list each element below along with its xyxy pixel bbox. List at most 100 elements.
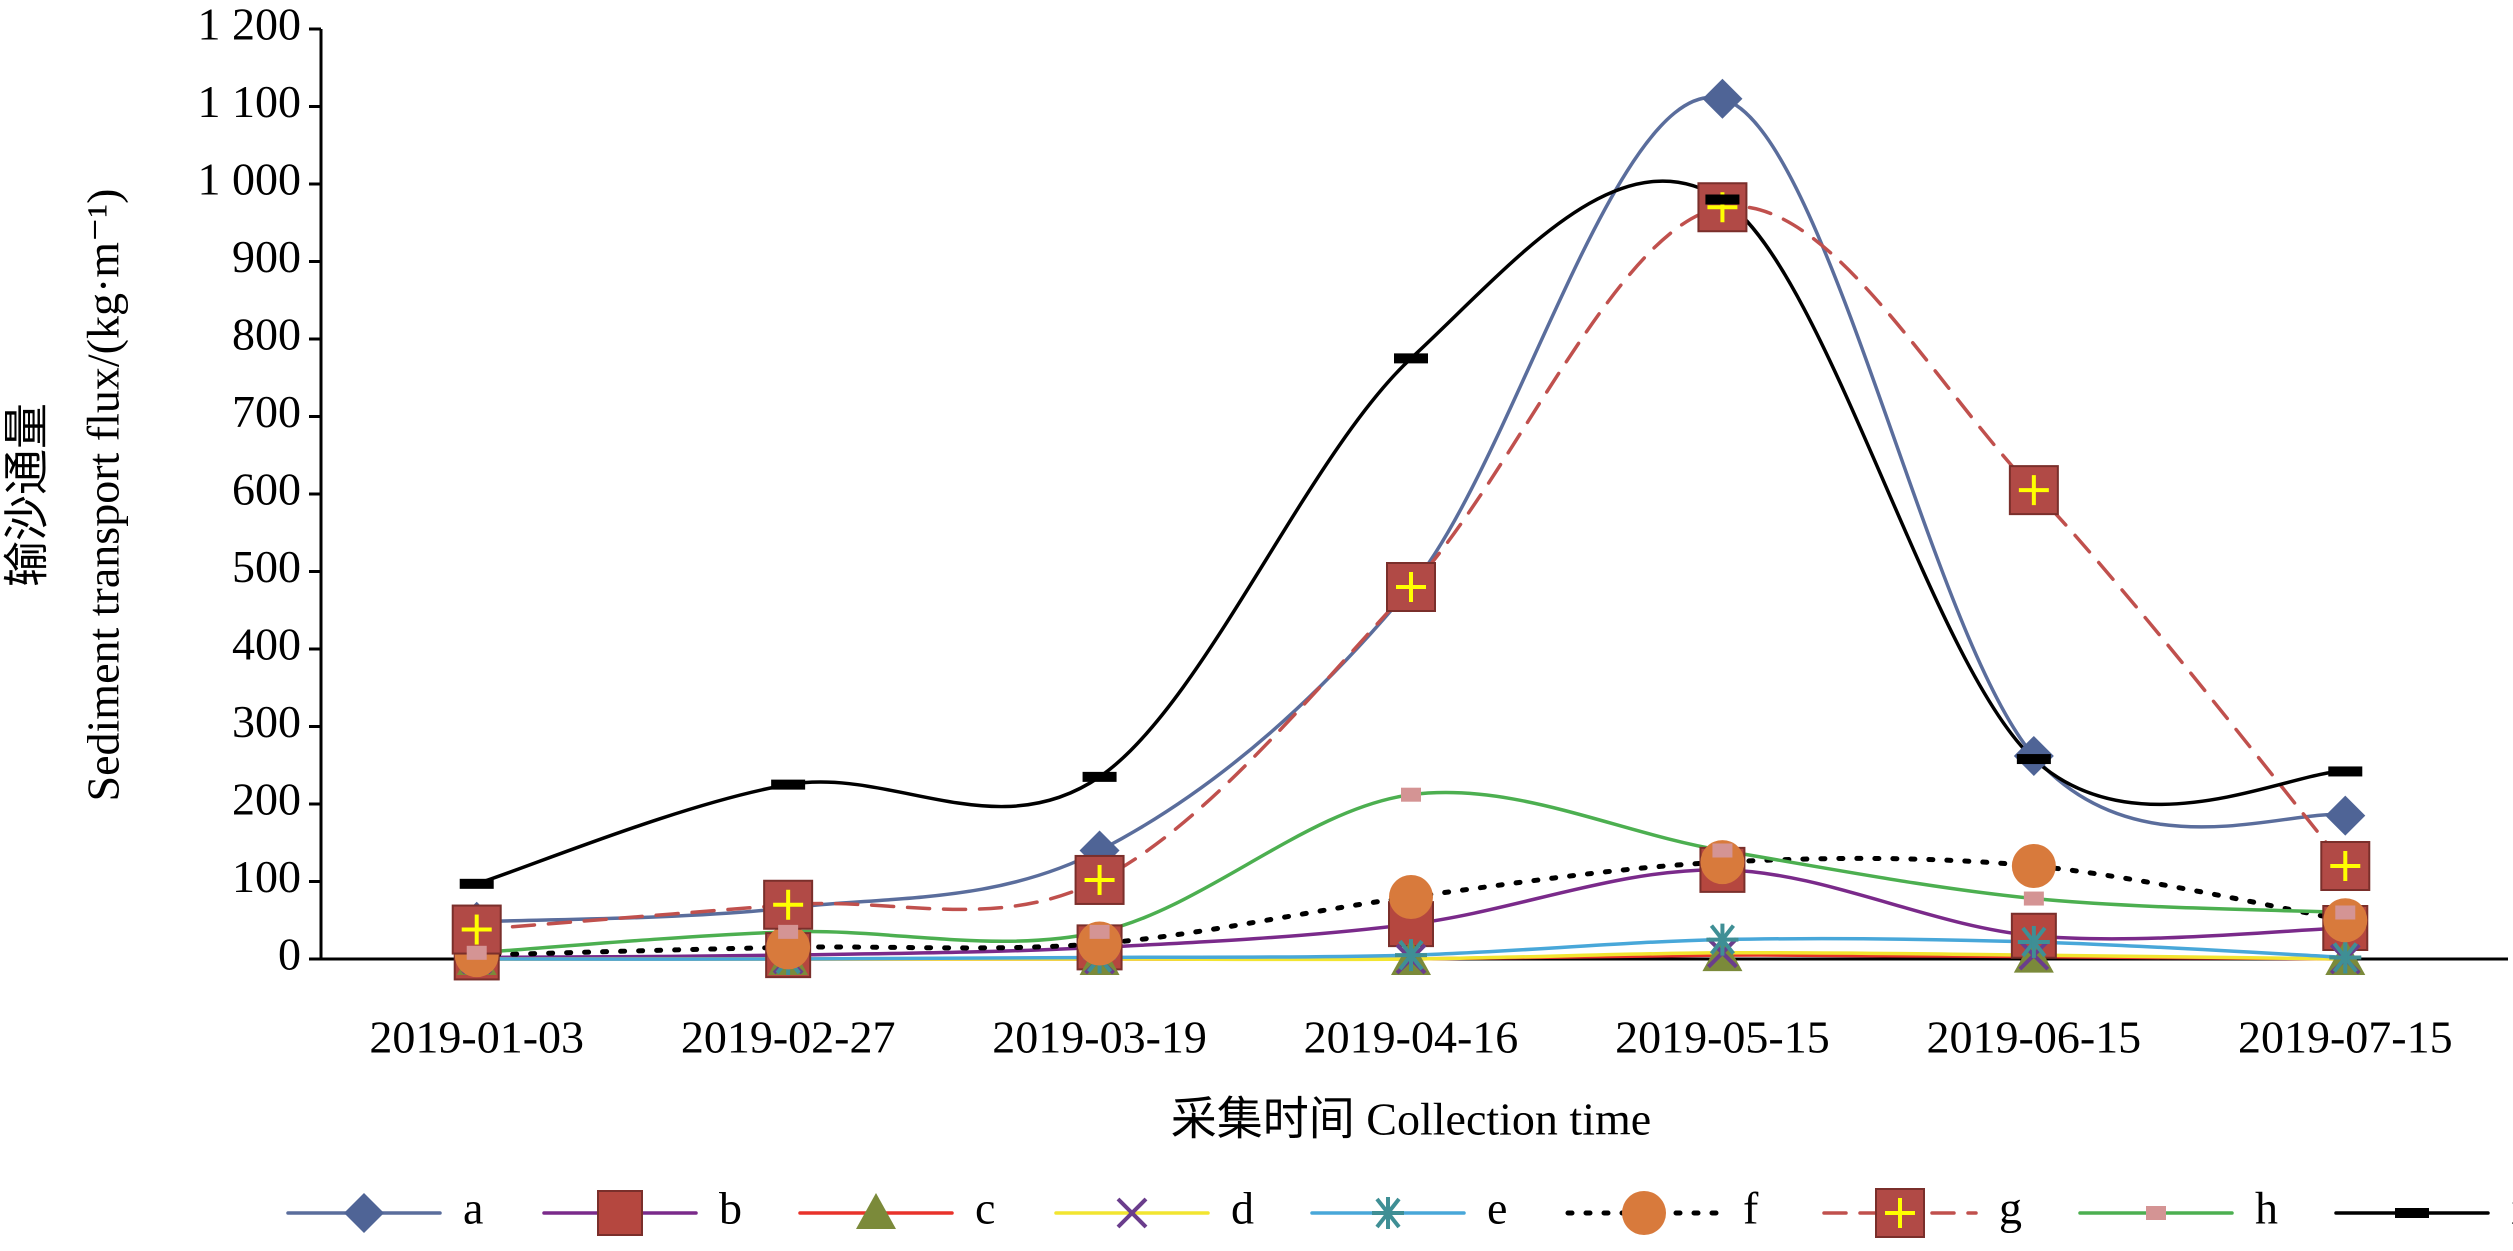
marker — [1702, 78, 1743, 119]
marker-part — [1089, 924, 1110, 939]
marker-part — [2328, 766, 2363, 777]
marker — [1697, 182, 1748, 233]
x-tick-label: 2019-01-03 — [369, 1012, 584, 1063]
marker-part — [2325, 795, 2366, 836]
marker-part — [2146, 1206, 2166, 1220]
y-tick-label: 1 200 — [198, 0, 302, 50]
marker — [2017, 925, 2050, 958]
marker-part — [2016, 754, 2051, 765]
marker — [459, 878, 494, 889]
marker-part — [459, 878, 494, 889]
marker — [2146, 1206, 2166, 1220]
marker — [1082, 771, 1117, 782]
marker — [1622, 1191, 1666, 1235]
series-line — [474, 179, 2348, 886]
series-line — [474, 204, 2348, 932]
marker — [856, 1193, 896, 1229]
legend-label: d — [1231, 1183, 1254, 1234]
legend-label: a — [463, 1183, 483, 1234]
y-tick-label: 1 000 — [198, 154, 302, 205]
marker — [1386, 562, 1436, 612]
marker — [466, 945, 487, 960]
marker — [766, 925, 811, 970]
marker-part — [1705, 194, 1740, 205]
y-tick-label: 700 — [232, 386, 301, 437]
marker-part — [1712, 843, 1733, 858]
marker — [1394, 353, 1428, 364]
marker — [1706, 923, 1739, 956]
marker — [1389, 875, 1433, 919]
marker-part — [1622, 1191, 1666, 1235]
legend-label: e — [1487, 1183, 1507, 1234]
marker — [2329, 941, 2362, 974]
marker — [1875, 1188, 1925, 1238]
marker — [2395, 1208, 2429, 1218]
marker — [2323, 898, 2368, 943]
marker-part — [2011, 844, 2056, 888]
marker-part — [771, 779, 806, 790]
y-tick-label: 0 — [278, 929, 301, 980]
x-tick-label: 2019-06-15 — [1927, 1012, 2142, 1063]
marker — [2016, 754, 2051, 765]
y-tick-label: 300 — [232, 696, 301, 747]
legend-label: c — [975, 1183, 995, 1234]
marker-part — [1082, 771, 1117, 782]
marker — [2011, 844, 2056, 888]
marker-part — [2023, 891, 2044, 906]
marker-part — [2323, 898, 2368, 943]
marker — [1712, 843, 1733, 858]
marker — [1116, 1197, 1148, 1229]
marker — [2023, 891, 2044, 906]
x-tick-label: 2019-05-15 — [1615, 1012, 1830, 1063]
marker — [1077, 921, 1122, 966]
marker-part — [451, 904, 502, 955]
marker — [2328, 766, 2363, 777]
marker — [778, 924, 799, 939]
marker — [2325, 795, 2366, 836]
x-tick-label: 2019-03-19 — [992, 1012, 1207, 1063]
marker-part — [856, 1193, 896, 1229]
marker-part — [778, 924, 799, 939]
marker-part — [2335, 905, 2356, 920]
marker — [344, 1193, 384, 1233]
marker-part — [1401, 787, 1421, 802]
marker — [1074, 854, 1125, 905]
marker-part — [597, 1190, 643, 1236]
y-tick-label: 400 — [232, 619, 301, 670]
marker — [597, 1190, 643, 1236]
marker — [451, 904, 502, 955]
marker — [1089, 924, 1110, 939]
marker-part — [466, 945, 487, 960]
legend-label: b — [719, 1183, 742, 1234]
y-tick-label: 900 — [232, 231, 301, 282]
marker — [1372, 1197, 1404, 1229]
marker — [1700, 840, 1745, 885]
marker — [763, 879, 814, 930]
y-tick-label: 600 — [232, 464, 301, 515]
marker — [2320, 841, 2371, 891]
x-tick-label: 2019-04-16 — [1304, 1012, 1519, 1063]
marker — [1705, 194, 1740, 205]
y-tick-label: 1 100 — [198, 76, 302, 127]
x-axis-label: 采集时间 Collection time — [1171, 1094, 1651, 1145]
marker — [2008, 465, 2059, 516]
y-axis-label: Sediment transport flux/(kg·m⁻¹) — [78, 189, 129, 802]
marker — [1401, 787, 1421, 802]
x-tick-label: 2019-02-27 — [681, 1012, 896, 1063]
y-tick-label: 100 — [232, 851, 301, 902]
marker-part — [1700, 840, 1745, 885]
marker-part — [766, 925, 811, 970]
x-tick-label: 2019-07-15 — [2238, 1012, 2453, 1063]
marker — [1395, 939, 1427, 972]
marker-part — [2395, 1208, 2429, 1218]
legend-label: f — [1743, 1183, 1759, 1234]
marker-part — [1394, 353, 1428, 364]
marker — [2335, 905, 2356, 920]
marker-part — [1389, 875, 1433, 919]
marker-part — [344, 1193, 384, 1233]
y-axis-label: 输沙通量 — [2, 403, 53, 587]
marker-part — [1077, 921, 1122, 966]
y-tick-label: 800 — [232, 309, 301, 360]
legend-label: i — [2511, 1183, 2513, 1234]
